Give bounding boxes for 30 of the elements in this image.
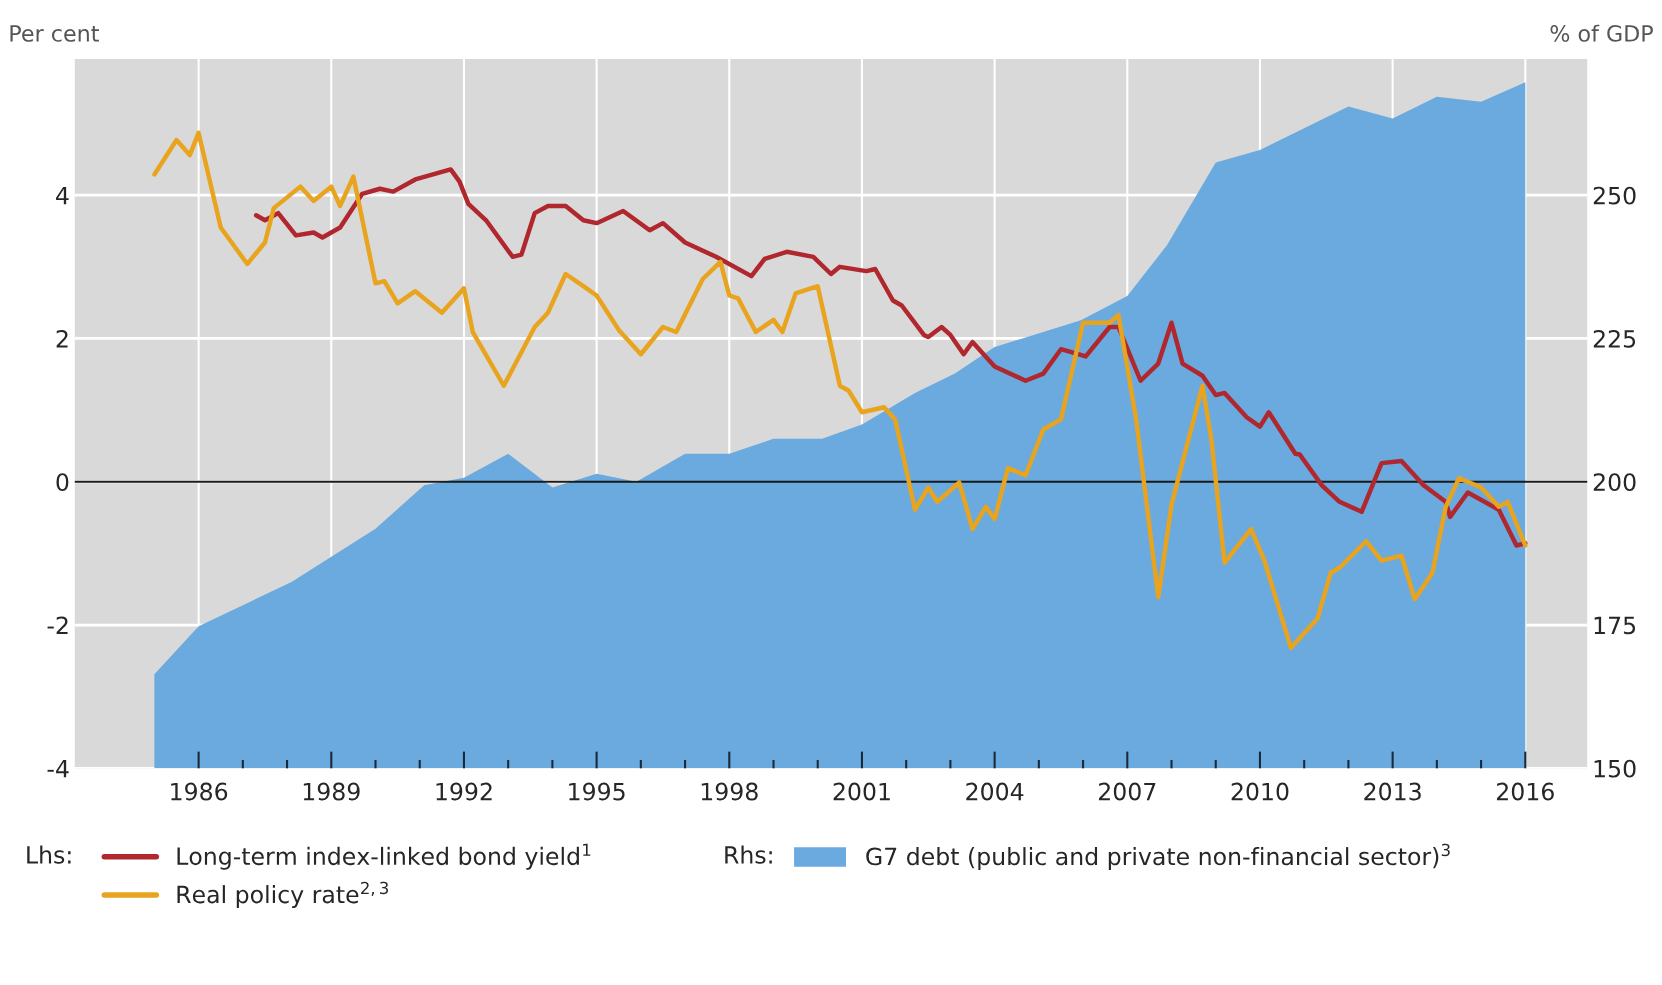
x-tick-label: 1989 <box>303 782 360 801</box>
x-tick-label: 2013 <box>1364 782 1421 801</box>
y-tick-label: 4 <box>56 186 69 205</box>
line-series <box>253 167 1528 548</box>
x-tick-label: 2016 <box>1496 782 1554 801</box>
y2-tick-label: 150 <box>1594 759 1636 778</box>
x-tick-label: 2004 <box>966 782 1024 801</box>
text: Rhs: <box>725 845 772 864</box>
x-tick-label: 1986 <box>171 782 228 801</box>
y-tick-label: 2 <box>56 329 68 348</box>
x-tick-label: 1992 <box>436 782 492 801</box>
y2-tick-label: 225 <box>1593 329 1636 348</box>
y-tick-label: -2 <box>47 616 68 634</box>
x-tick-label: 1998 <box>701 782 758 801</box>
x-tick-label: 1995 <box>569 782 625 801</box>
y2-tick-label: 200 <box>1593 473 1636 492</box>
y-tick-label: -4 <box>47 760 69 778</box>
line-series <box>152 130 1528 651</box>
x-tick-label: 2001 <box>833 782 890 801</box>
x-tick-label: 2010 <box>1231 782 1289 801</box>
y-axis-title: Per cent <box>10 25 99 42</box>
y2-tick-label: 175 <box>1594 616 1636 635</box>
y-tick-label: 0 <box>56 473 69 492</box>
y2-axis-title: % of GDP <box>1550 24 1653 42</box>
y2-tick-label: 250 <box>1593 186 1636 205</box>
text: Lhs: <box>27 845 71 864</box>
x-tick-label: 2007 <box>1098 782 1156 801</box>
legend-label: Long-term index-linked bond yield$^{1}$ <box>177 843 591 870</box>
legend-label: Real policy rate$^{2,3}$ <box>177 881 389 908</box>
legend-label: G7 debt (public and private non-financial sector)$^{3}$ <box>866 843 1450 870</box>
